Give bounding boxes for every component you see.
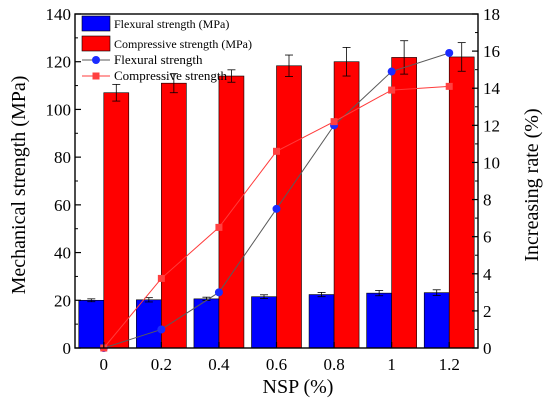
- y-tick-label: 120: [46, 53, 72, 72]
- y2-tick-label: 6: [483, 228, 492, 247]
- bar: [366, 292, 392, 349]
- y2-tick-label: 0: [483, 339, 492, 358]
- data-point: [273, 147, 280, 155]
- y-tick-label: 100: [46, 100, 72, 119]
- y-tick-label: 40: [54, 244, 71, 263]
- x-axis-title: NSP (%): [263, 376, 334, 398]
- data-point: [272, 204, 281, 213]
- data-point: [387, 67, 396, 76]
- bar: [78, 299, 105, 349]
- y2-tick-label: 12: [483, 116, 500, 135]
- y-tick-label: 140: [46, 5, 72, 24]
- bar: [103, 92, 130, 349]
- bar: [136, 299, 162, 349]
- legend: Flexural strength (MPa) Compressive stre…: [81, 15, 252, 83]
- bar: [218, 75, 245, 349]
- data-point: [445, 48, 454, 57]
- data-point: [215, 223, 223, 231]
- data-point: [388, 86, 396, 94]
- bar: [251, 296, 277, 349]
- legend-label-flexural-line: Flexural strength: [114, 52, 203, 67]
- x-tick-label: 1: [387, 355, 396, 374]
- y-tick-label: 80: [54, 148, 71, 167]
- x-tick-label: 1.2: [439, 355, 460, 374]
- legend-label-compressive-bar: Compressive strength (MPa): [114, 37, 252, 51]
- legend-label-compressive-line: Compressive strength: [114, 68, 228, 83]
- bar: [161, 82, 187, 349]
- data-point: [445, 82, 453, 90]
- y-axis-title: Mechanical strength (MPa): [8, 76, 30, 295]
- bar: [391, 57, 417, 349]
- y-tick-label: 0: [63, 339, 72, 358]
- data-point: [157, 274, 165, 282]
- legend-swatch-compressive-bar: [81, 35, 111, 52]
- legend-marker-compressive: [92, 72, 100, 80]
- data-point: [157, 325, 166, 334]
- bar: [423, 292, 450, 349]
- legend-label-flexural-bar: Flexural strength (MPa): [114, 17, 229, 31]
- axes-layer: 0 20 40 60 80 100 120 140 0 2 4 6 8 10 12 14 16 18 0 0.2 0.4…: [46, 5, 501, 374]
- bar: [276, 65, 302, 349]
- y2-tick-label: 8: [483, 191, 492, 210]
- y-tick-label: 60: [54, 196, 71, 215]
- x-tick-label: 0.6: [266, 355, 287, 374]
- data-point: [330, 118, 338, 126]
- bar: [308, 294, 335, 349]
- x-tick-label: 0.4: [208, 355, 230, 374]
- y2-tick-label: 10: [483, 153, 500, 172]
- y2-tick-label: 16: [483, 42, 500, 61]
- y2-tick-label: 14: [483, 79, 501, 98]
- y2-tick-label: 2: [483, 302, 492, 321]
- x-tick-label: 0.2: [151, 355, 172, 374]
- data-point: [214, 288, 223, 297]
- bar: [333, 61, 360, 349]
- y2-tick-label: 4: [483, 265, 492, 284]
- bar: [448, 56, 475, 349]
- y2-tick-label: 18: [483, 5, 500, 24]
- y2-axis-title: Increasing rate (%): [521, 108, 543, 261]
- x-tick-label: 0: [100, 355, 109, 374]
- legend-marker-flexural: [92, 56, 100, 64]
- legend-swatch-flexural-bar: [81, 15, 111, 32]
- bars-layer: [78, 40, 475, 349]
- x-tick-label: 0.8: [323, 355, 344, 374]
- y-tick-label: 20: [54, 291, 71, 310]
